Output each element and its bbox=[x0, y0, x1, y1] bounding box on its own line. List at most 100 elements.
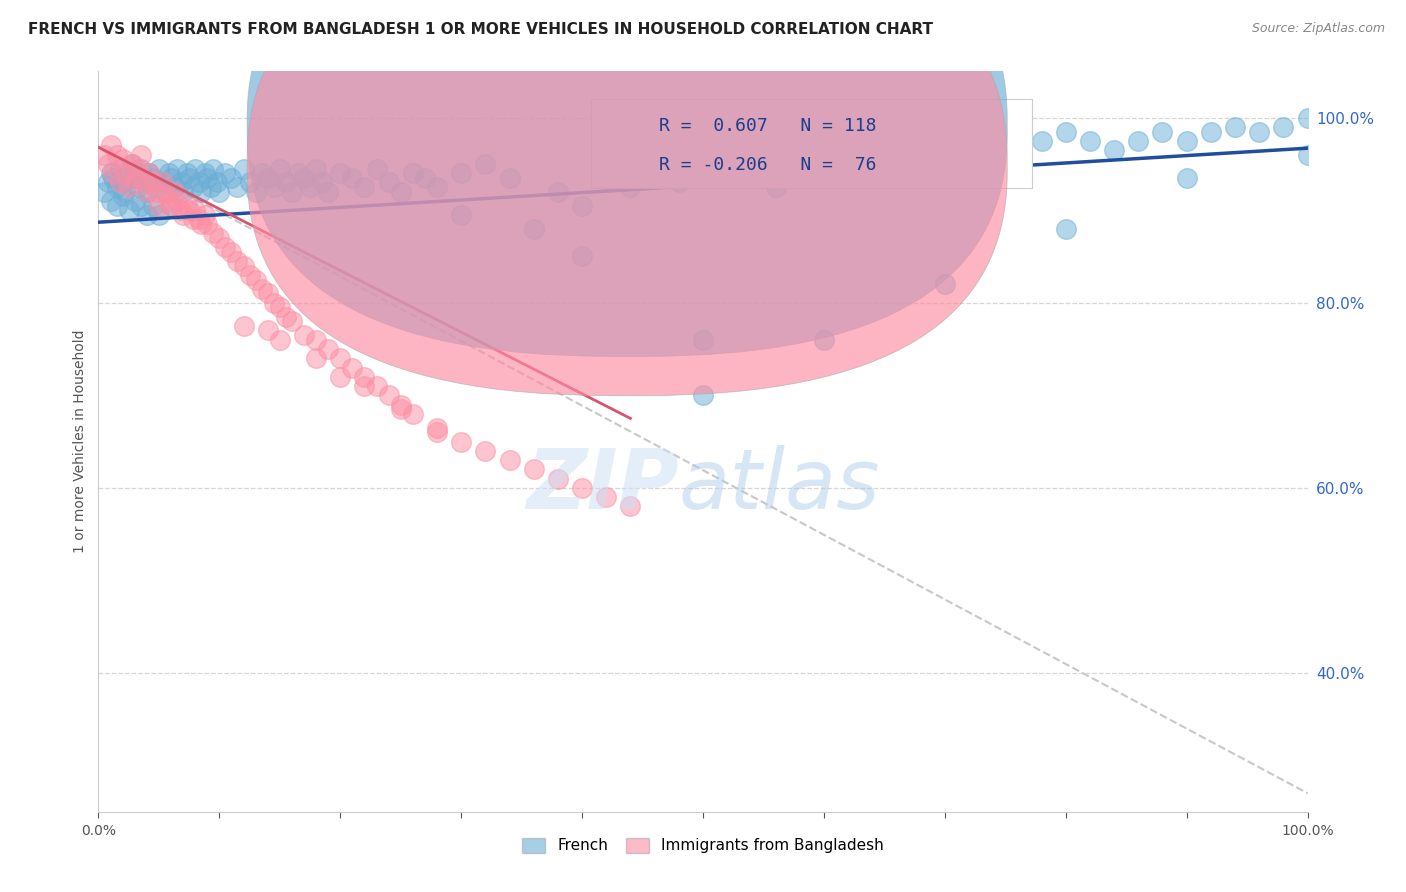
Point bbox=[305, 161, 328, 176]
Point bbox=[450, 166, 472, 180]
Point bbox=[692, 388, 714, 402]
Point bbox=[250, 282, 273, 296]
Point bbox=[292, 170, 315, 185]
Point bbox=[329, 166, 352, 180]
Point bbox=[413, 170, 436, 185]
Point bbox=[145, 180, 167, 194]
Point bbox=[169, 175, 191, 190]
Point bbox=[1152, 124, 1174, 138]
Point bbox=[934, 161, 956, 176]
Point bbox=[1054, 124, 1077, 138]
Point bbox=[184, 203, 207, 218]
Point bbox=[135, 185, 157, 199]
Point bbox=[100, 138, 122, 153]
Point bbox=[166, 194, 188, 208]
Point bbox=[205, 175, 228, 190]
Point bbox=[1223, 120, 1246, 134]
Point bbox=[269, 161, 291, 176]
Point bbox=[274, 310, 297, 324]
Point bbox=[353, 379, 375, 393]
Point bbox=[389, 185, 412, 199]
Point bbox=[934, 277, 956, 292]
Point bbox=[100, 194, 122, 208]
Point bbox=[1272, 120, 1295, 134]
Point bbox=[163, 180, 186, 194]
Point bbox=[957, 129, 980, 144]
Point bbox=[994, 143, 1017, 157]
Point bbox=[157, 194, 180, 208]
Point bbox=[498, 453, 520, 467]
Point bbox=[176, 198, 198, 212]
Point bbox=[202, 161, 225, 176]
Point bbox=[214, 166, 236, 180]
Point bbox=[135, 185, 157, 199]
Point bbox=[377, 388, 399, 402]
Point bbox=[474, 443, 496, 458]
Point bbox=[1175, 134, 1198, 148]
Point bbox=[342, 170, 364, 185]
Point bbox=[232, 259, 254, 273]
Point bbox=[187, 212, 209, 227]
Point bbox=[190, 217, 212, 231]
Point bbox=[329, 351, 352, 366]
Point bbox=[101, 166, 124, 180]
Point bbox=[111, 175, 134, 190]
Legend: French, Immigrants from Bangladesh: French, Immigrants from Bangladesh bbox=[516, 831, 890, 860]
Point bbox=[316, 185, 339, 199]
Point bbox=[124, 194, 146, 208]
Text: Source: ZipAtlas.com: Source: ZipAtlas.com bbox=[1251, 22, 1385, 36]
Point bbox=[311, 175, 333, 190]
Point bbox=[194, 166, 217, 180]
Point bbox=[160, 170, 183, 185]
Text: atlas: atlas bbox=[679, 445, 880, 526]
Text: ZIP: ZIP bbox=[526, 445, 679, 526]
Point bbox=[142, 170, 165, 185]
Point bbox=[547, 472, 569, 486]
Point bbox=[221, 170, 243, 185]
Point bbox=[740, 170, 762, 185]
Point bbox=[129, 198, 152, 212]
Point bbox=[316, 342, 339, 356]
Point bbox=[402, 166, 425, 180]
Point bbox=[153, 185, 176, 199]
Point bbox=[157, 166, 180, 180]
Point bbox=[1031, 134, 1053, 148]
Point bbox=[232, 318, 254, 333]
Point bbox=[498, 170, 520, 185]
Point bbox=[342, 360, 364, 375]
Point bbox=[181, 180, 204, 194]
Point bbox=[426, 425, 449, 440]
Point bbox=[105, 180, 128, 194]
Point bbox=[148, 208, 170, 222]
Point bbox=[108, 161, 131, 176]
Point bbox=[127, 161, 149, 176]
Point bbox=[269, 333, 291, 347]
Point bbox=[765, 180, 787, 194]
Point bbox=[152, 175, 174, 190]
Point bbox=[187, 175, 209, 190]
Point bbox=[305, 333, 328, 347]
Point bbox=[619, 500, 641, 514]
Point bbox=[118, 166, 141, 180]
Point bbox=[145, 185, 167, 199]
Point bbox=[195, 217, 218, 231]
Point bbox=[190, 185, 212, 199]
Point bbox=[135, 208, 157, 222]
Point bbox=[377, 175, 399, 190]
Point bbox=[134, 175, 156, 190]
FancyBboxPatch shape bbox=[247, 0, 1007, 357]
Point bbox=[873, 170, 896, 185]
Point bbox=[129, 147, 152, 161]
Point bbox=[93, 185, 115, 199]
Point bbox=[232, 161, 254, 176]
Point bbox=[118, 203, 141, 218]
Point bbox=[148, 198, 170, 212]
Point bbox=[160, 198, 183, 212]
Point bbox=[1199, 124, 1222, 138]
Point bbox=[281, 185, 304, 199]
Point bbox=[105, 147, 128, 161]
Point bbox=[118, 180, 141, 194]
Point bbox=[287, 166, 309, 180]
Point bbox=[250, 166, 273, 180]
Point bbox=[121, 157, 143, 171]
